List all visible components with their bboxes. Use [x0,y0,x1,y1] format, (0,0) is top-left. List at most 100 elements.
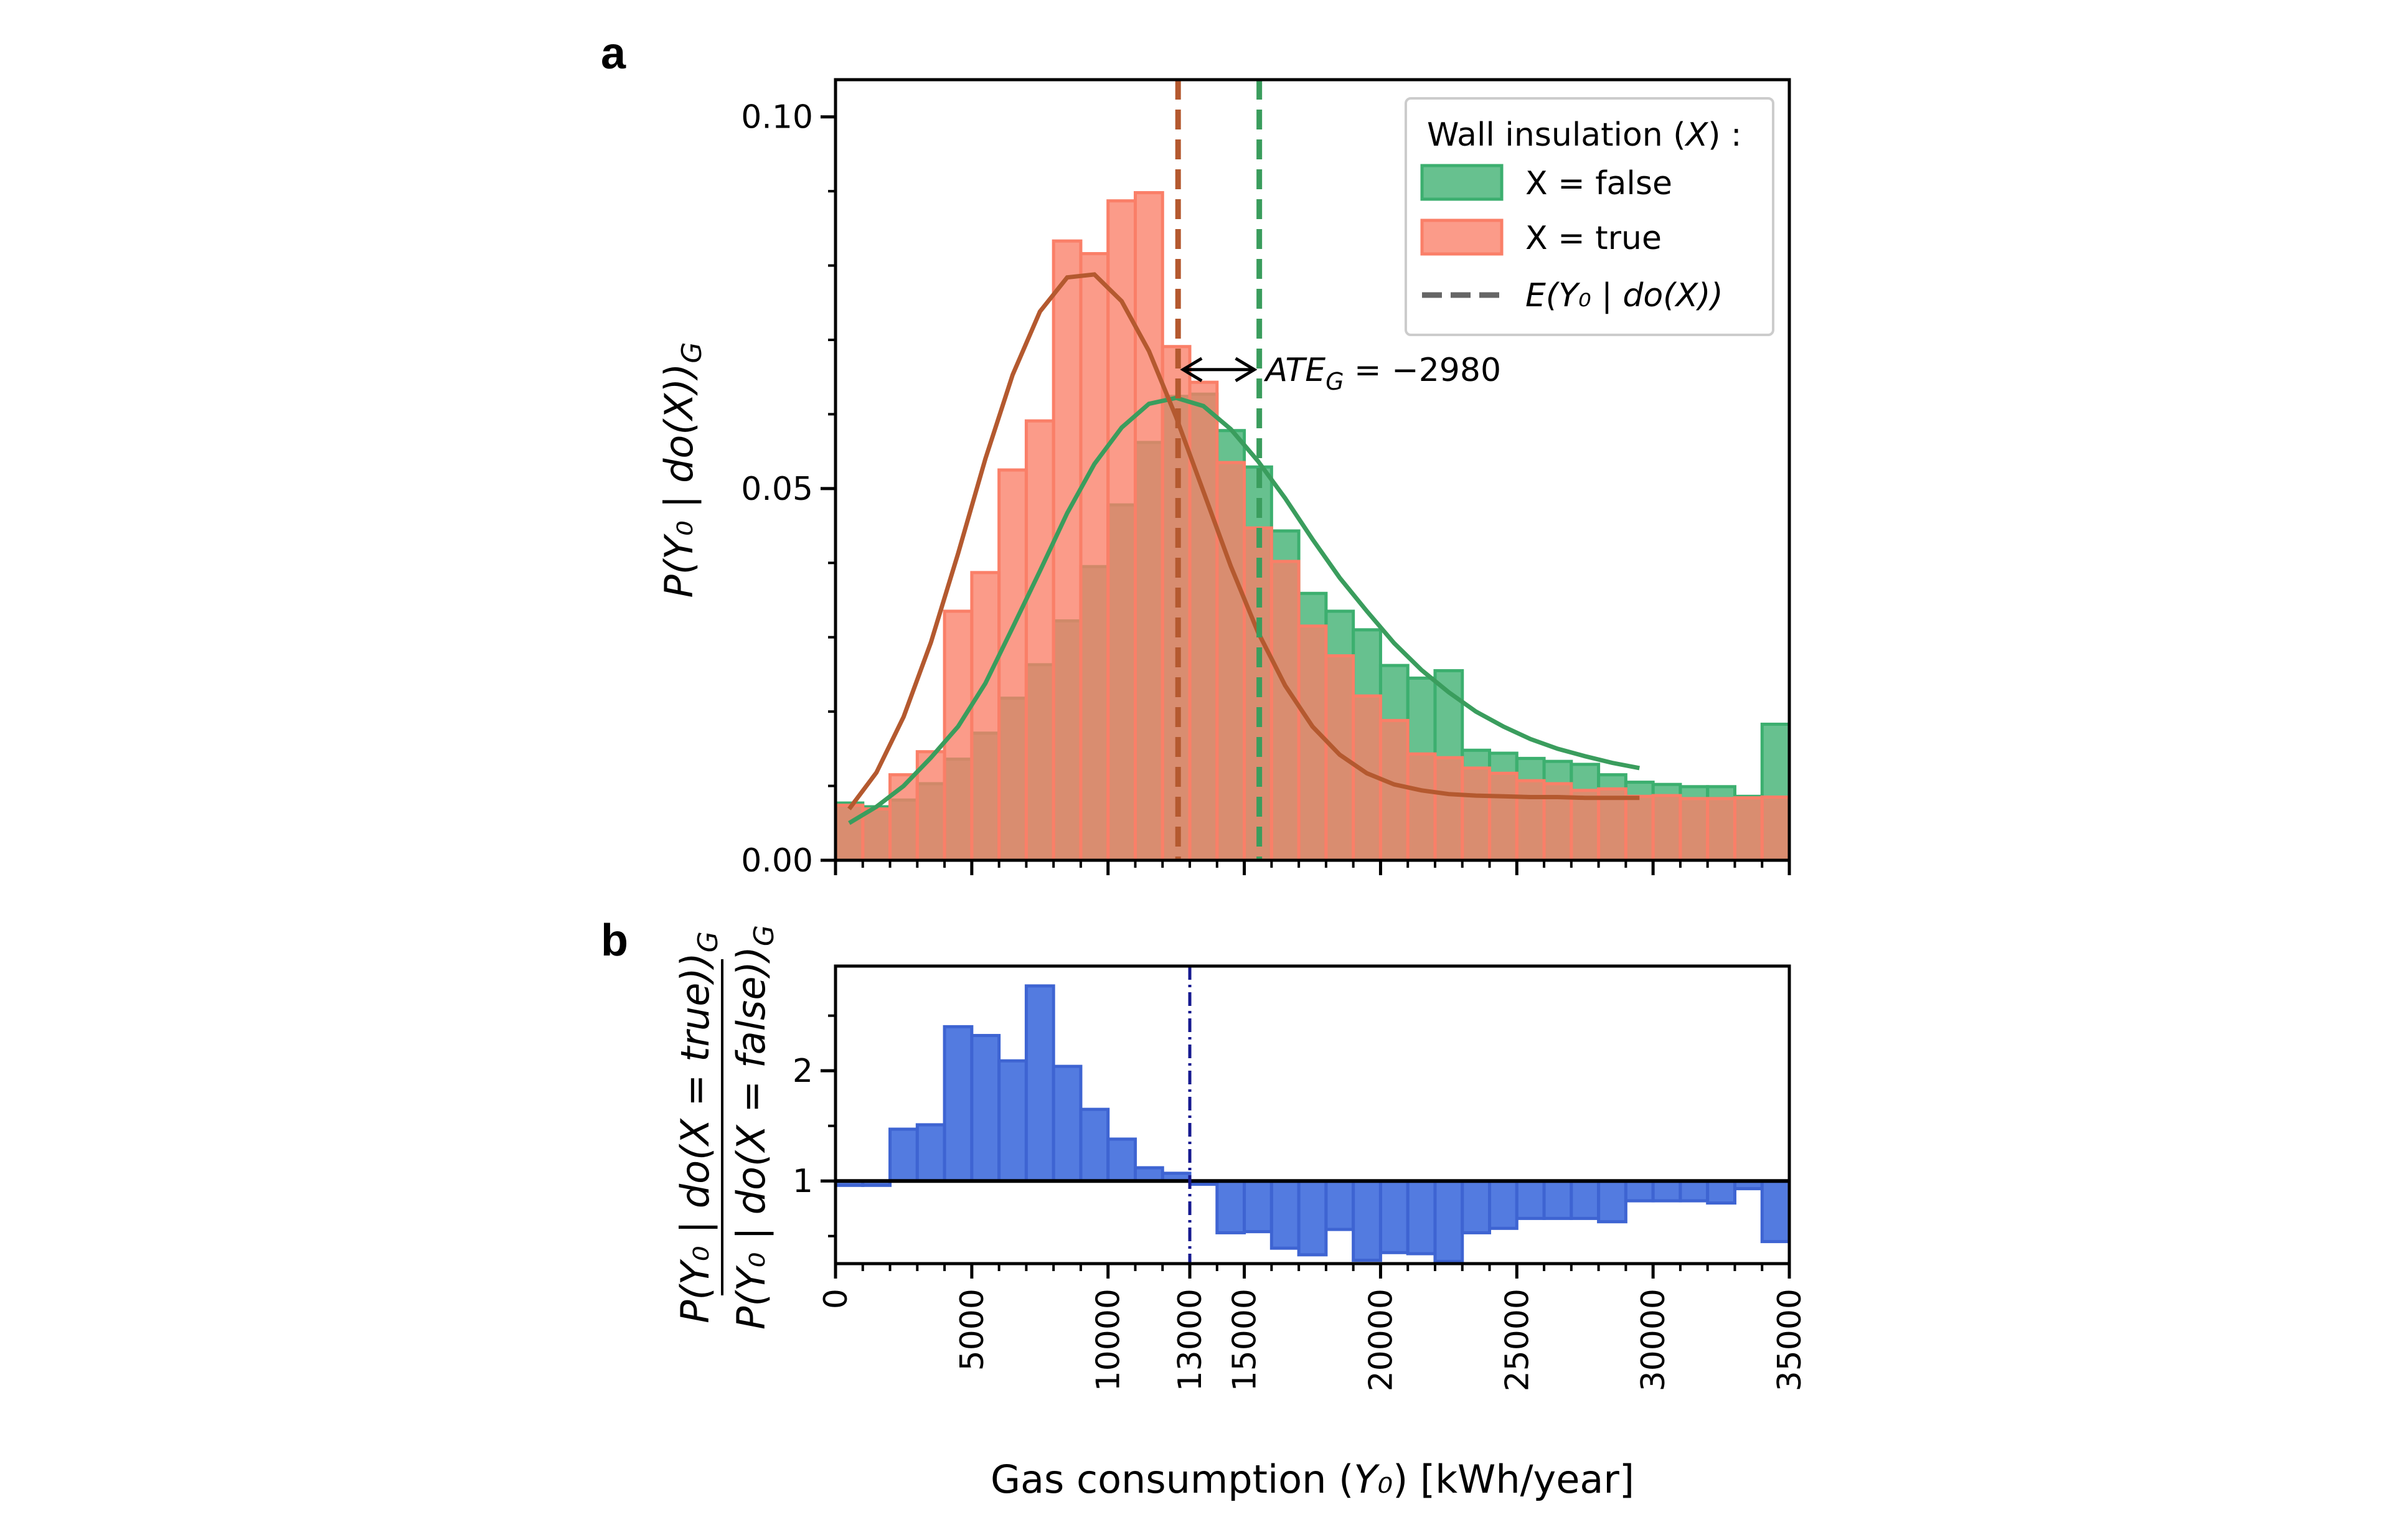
x-true-bar-28 [1597,787,1627,862]
x-true-bar-13 [1188,380,1219,862]
ratio-bar-32 [1706,1179,1736,1205]
ratio-bar-18 [1324,1179,1355,1231]
ratio-bar-25 [1515,1179,1546,1220]
ate-arrow-head-left [1180,357,1203,382]
ate-value: = −2980 [1344,352,1502,389]
x-true-bar-20 [1378,718,1410,862]
ate-name: ATE [1264,352,1326,389]
bars-x-true [834,191,1791,862]
y-axis-title-b-numerator: P(Y₀ | do(X = true))G [672,931,724,1323]
ratio-bar-21 [1406,1179,1437,1256]
x-tick-label-8: 35000 [1771,1289,1809,1391]
y-axis-title-a-sub: G [676,342,708,363]
y-tick-label-a-2: 0.10 [741,99,813,136]
ratio-bar-6 [997,1059,1028,1183]
x-true-bar-8 [1052,239,1083,862]
x-true-bar-14 [1215,461,1246,862]
plot-frame-b [834,964,1791,1265]
y-axis-title-a-main: P(Y₀ | do(X)) [656,364,702,598]
ratio-bar-10 [1106,1137,1137,1183]
y-axis-title-b-den-main: P(Y₀ | do(X = false)) [728,946,775,1330]
x-tick-label-3: 13000 [1172,1289,1209,1391]
x-true-bar-29 [1624,794,1655,862]
x-tick-label-5: 20000 [1362,1289,1400,1391]
fit-curve-x-false [848,395,1640,825]
y-tick-label-b-1: 2 [793,1053,813,1090]
x-true-bar-21 [1406,752,1437,862]
x-true-bar-33 [1733,796,1764,862]
ratio-bar-15 [1243,1179,1273,1234]
x-true-bar-0 [834,804,865,862]
x-true-bar-7 [1024,419,1055,862]
panel-a-label: a [601,29,626,78]
ratio-bar-16 [1269,1179,1301,1250]
histogram-panel-a: 0.00 0.05 0.10 ATEG = −2980 Wall insulatio… [741,78,1791,880]
ratio-reference-lines [836,966,1789,1264]
ratio-bar-34 [1760,1179,1791,1244]
x-tick-label-7: 30000 [1635,1289,1672,1391]
ate-subscript: G [1325,368,1344,395]
fit-curves [847,272,1640,825]
y-axis-title-b-denominator: P(Y₀ | do(X = false))G [728,925,780,1330]
y-tick-label-a-0: 0.00 [741,842,813,880]
ratio-bar-7 [1024,984,1055,1183]
x-true-bar-11 [1133,191,1164,862]
x-tick-label-1: 5000 [954,1289,991,1371]
x-true-bar-31 [1679,797,1710,862]
x-axis-title: Gas consumption (Y₀) [kWh/year] [991,1457,1634,1502]
x-true-bar-32 [1706,797,1736,862]
legend-title: Wall insulation (X) : [1427,116,1742,154]
legend-entry-x-true: X = true [1525,220,1662,257]
x-true-bar-27 [1570,789,1601,862]
ratio-bar-3 [915,1123,946,1183]
legend-title-pre: Wall insulation ( [1427,116,1686,154]
y-axis-title-b-num-main: P(Y₀ | do(X = true)) [672,952,718,1323]
legend-swatch-x-false [1420,164,1504,201]
y-axis-title-panel-b: P(Y₀ | do(X = true))G P(Y₀ | do(X = fals… [672,925,780,1330]
ratio-bar-30 [1651,1179,1682,1203]
ate-arrow-head-right [1235,357,1258,382]
x-true-bar-9 [1079,251,1110,862]
ratio-bar-14 [1215,1179,1246,1234]
legend: Wall insulation (X) : X = false X = true… [1405,97,1774,336]
x-axis-title-var: Y₀ [1354,1457,1393,1502]
ratio-bar-29 [1624,1179,1655,1203]
x-true-bar-23 [1461,766,1492,862]
x-true-bar-6 [997,468,1028,862]
x-tick-label-0: 0 [817,1289,855,1309]
legend-entry-mean: E(Y₀ | do(X)) [1525,277,1723,314]
y-tick-label-b-0: 1 [793,1163,813,1200]
y-axis-title-b-den-sub: G [748,925,780,946]
ratio-bar-26 [1542,1179,1573,1220]
x-true-bar-30 [1651,794,1682,862]
legend-frame [1405,97,1774,336]
x-true-bar-24 [1488,771,1519,862]
ratio-bar-8 [1052,1064,1083,1183]
x-true-bar-1 [861,807,892,862]
ratio-bar-23 [1461,1179,1492,1234]
ratio-bar-22 [1433,1179,1464,1263]
fit-curve-x-true [847,272,1640,810]
axes-panel-a: 0.00 0.05 0.10 [741,78,1791,880]
axes-panel-b: 1 2 0 5000 10000 13000 15000 20000 25000 30000 350… [793,964,1809,1391]
y-axis-title-panel-a: P(Y₀ | do(X))G [656,342,708,598]
ratio-bar-11 [1133,1166,1164,1183]
mean-lines [1175,80,1263,860]
ratio-bar-17 [1297,1179,1328,1257]
x-true-bar-5 [970,571,1001,862]
legend-title-var: X [1684,116,1709,154]
x-axis-title-post: ) [kWh/year] [1393,1457,1634,1502]
ratio-bar-2 [888,1127,919,1183]
ratio-bar-27 [1570,1179,1601,1220]
x-tick-label-6: 25000 [1499,1289,1536,1391]
x-true-bar-34 [1760,795,1791,862]
plot-frame-a [834,78,1791,862]
ratio-bar-28 [1597,1179,1627,1224]
ate-annotation: ATEG = −2980 [1180,352,1502,395]
x-true-bar-25 [1515,779,1546,862]
ratio-bar-5 [970,1034,1001,1183]
ratio-bar-24 [1488,1179,1519,1230]
legend-title-post: ) : [1708,116,1741,154]
x-true-bar-16 [1269,560,1301,862]
